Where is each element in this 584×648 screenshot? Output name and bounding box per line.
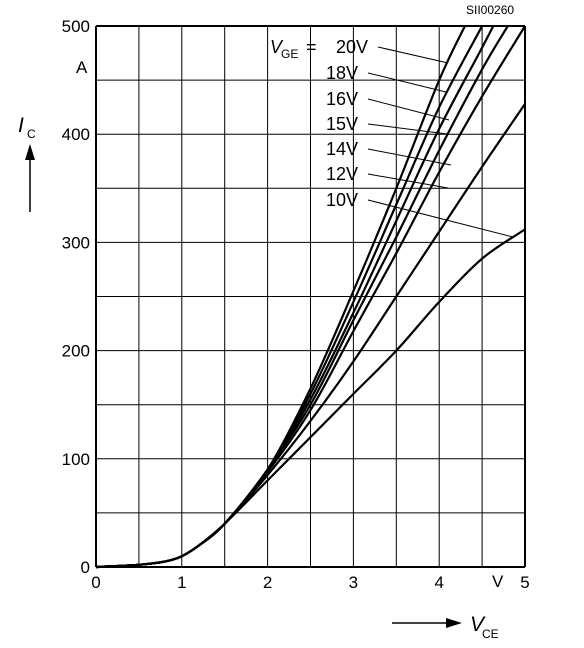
- legend-label-15V: 15V: [326, 114, 358, 134]
- legend-leader-20V: [377, 46, 449, 64]
- y-axis-arrow: [25, 144, 35, 212]
- y-axis-subscript: C: [27, 127, 36, 141]
- legend-header: V GE =: [270, 37, 317, 61]
- x-axis-arrow: [392, 618, 462, 628]
- legend-leader-18V: [367, 72, 447, 93]
- y-tick-label: 300: [62, 233, 90, 252]
- y-tick-label: 500: [62, 17, 90, 36]
- y-tick-label: 0: [81, 558, 90, 577]
- legend-label-14V: 14V: [326, 139, 358, 159]
- x-tick-label: 1: [177, 573, 186, 592]
- legend-subscript: GE: [281, 47, 298, 61]
- legend-leader-15V: [367, 123, 448, 135]
- legend-label-18V: 18V: [326, 63, 358, 83]
- y-tick-label: 200: [62, 342, 90, 361]
- legend-label-12V: 12V: [326, 164, 358, 184]
- y-axis-unit: A: [76, 58, 88, 77]
- legend-leader-14V: [367, 148, 452, 166]
- tick-labels: 0 100 200 300 400 500 0 1 2 3 4 5: [62, 17, 530, 592]
- series-line-10V: [95, 228, 526, 569]
- legend-leader-10V: [367, 199, 514, 238]
- x-tick-label: 5: [520, 573, 529, 592]
- x-axis-unit: V: [492, 572, 504, 591]
- grid: [95, 25, 526, 568]
- y-tick-label: 400: [62, 125, 90, 144]
- legend-leader-12V: [367, 173, 449, 189]
- x-tick-label: 4: [434, 573, 443, 592]
- x-tick-label: 3: [349, 573, 358, 592]
- legend-leaders: [367, 46, 514, 238]
- code-label: SII00260: [466, 3, 514, 17]
- legend-symbol: V: [270, 37, 284, 57]
- legend-label-10V: 10V: [326, 190, 358, 210]
- legend-label-16V: 16V: [326, 89, 358, 109]
- x-axis-symbol: V: [470, 613, 486, 636]
- legend-equals: =: [306, 37, 317, 57]
- x-axis-subscript: CE: [482, 627, 499, 641]
- x-tick-label: 0: [91, 573, 100, 592]
- legend-label-20V: 20V: [336, 37, 368, 57]
- legend: 20V 18V 16V 15V 14V 12V 10V: [326, 37, 368, 210]
- legend-leader-16V: [367, 98, 450, 121]
- y-tick-label: 100: [62, 450, 90, 469]
- x-tick-label: 2: [263, 573, 272, 592]
- curves: [95, 25, 526, 569]
- y-axis-symbol: I: [18, 114, 24, 137]
